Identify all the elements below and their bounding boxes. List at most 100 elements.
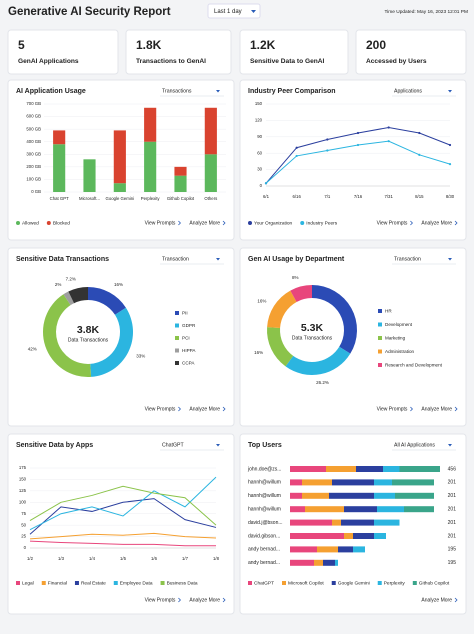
bar-segment [356,466,383,472]
series-line [29,485,217,526]
bar-segment [174,166,187,176]
dropdown-label[interactable]: ChatGPT [162,442,184,448]
bar-segment [302,479,332,486]
value-label: 16% [257,298,266,303]
period-dropdown[interactable] [207,3,261,19]
legend-label: Allowed [22,221,39,227]
y-tick-label: 60 [257,150,262,155]
x-tick-label: 7/16 [354,194,363,199]
link[interactable]: View Prompts [145,221,176,227]
kpi-label: Accessed by Users [366,58,427,65]
x-tick-label: Github Copilot [167,196,195,201]
link[interactable]: View Prompts [377,407,408,413]
series-line [29,540,216,547]
bar-segment [290,466,326,472]
link-chevron [454,406,458,412]
dropdown-label[interactable]: Transactions [162,88,192,94]
panel [239,79,467,241]
kpi-card [239,29,349,75]
user-total: 201 [448,480,457,486]
bar-segment [290,559,314,566]
y-tick-label: 700 GB [26,101,41,106]
legend-swatch [378,363,382,367]
legend-swatch [378,336,382,340]
center-label: Data Transactions [292,335,333,341]
legend-label: HR [385,309,392,314]
y-tick-label: 175 [19,465,27,470]
link[interactable]: Analyze More [421,598,452,604]
kpi-label: Sensitive Data to GenAI [250,58,325,65]
donut-segment [90,307,133,377]
point [448,163,452,166]
link[interactable]: View Prompts [377,221,408,227]
dropdown-label[interactable]: Transaction [162,256,189,262]
dropdown-label[interactable]: Applications [394,88,422,94]
y-tick-label: 100 GB [26,177,41,182]
point [387,140,390,143]
kpi-value: 200 [366,38,386,52]
center-value: 5.3K [301,322,324,334]
bar-segment [374,492,395,499]
y-tick-label: 300 GB [26,151,41,156]
point [418,131,421,135]
bar-segment [374,479,392,486]
legend-swatch [16,221,20,225]
x-tick-label: 7/1 [324,194,331,199]
legend-swatch [16,581,20,585]
link-chevron [454,220,458,226]
link[interactable]: Analyze More [189,221,220,227]
bar-segment [353,533,374,539]
donut-segment [63,291,75,306]
legend-label: Microsoft Copilot [288,581,324,587]
bar-segment [338,546,353,553]
y-tick-label: 0 [24,545,27,550]
user-total: 201 [448,533,457,539]
report-title: Generative AI Security Report [8,6,171,18]
user-total: 195 [448,560,457,566]
updated-time: Time Updated: May 16, 2023 12:01 PM [384,9,468,15]
point [326,149,329,152]
bar-segment [332,479,374,486]
bar-segment [290,533,344,539]
legend-swatch [378,309,382,313]
bar-segment [353,546,365,553]
user-total: 201 [448,507,457,513]
bar-segment [374,533,386,539]
value-label: 16% [254,350,263,355]
dropdown-label[interactable]: All AI Applications [394,442,435,448]
value-label: 7.2% [66,277,76,282]
point [264,182,268,185]
donut-segment [285,346,351,375]
legend-label: Github Copilot [419,581,450,587]
legend-swatch [74,581,79,585]
bar-segment [113,183,126,192]
x-tick-label: 1/2 [27,556,34,561]
bar-segment [383,466,400,472]
legend-label: HIPPA [182,348,196,353]
link[interactable]: Analyze More [421,407,452,413]
x-tick-label: 1/7 [182,556,189,561]
link-chevron [178,597,181,603]
point [295,154,298,158]
bar-segment [404,506,434,513]
donut-segment [42,294,92,377]
y-tick-label: 30 [257,167,262,172]
bar-segment [335,559,338,566]
y-tick-label: 200 GB [26,164,41,169]
bar-segment [344,506,377,513]
value-label: 33% [136,354,145,359]
bar-segment [204,107,217,155]
link[interactable]: Analyze More [189,407,220,413]
link[interactable]: View Prompts [145,598,176,604]
link[interactable]: View Prompts [145,407,176,413]
value-label: 8% [292,275,299,280]
dropdown-label[interactable]: Transaction [394,256,421,262]
legend-swatch [175,336,179,340]
link[interactable]: Analyze More [189,598,220,604]
user-total: 195 [448,547,457,553]
legend-swatch [175,311,179,315]
legend-label: ChatGPT [254,581,274,587]
user-name: andy bernad... [248,560,280,566]
legend-label: Research and Development [385,363,443,368]
link[interactable]: Analyze More [421,221,452,227]
